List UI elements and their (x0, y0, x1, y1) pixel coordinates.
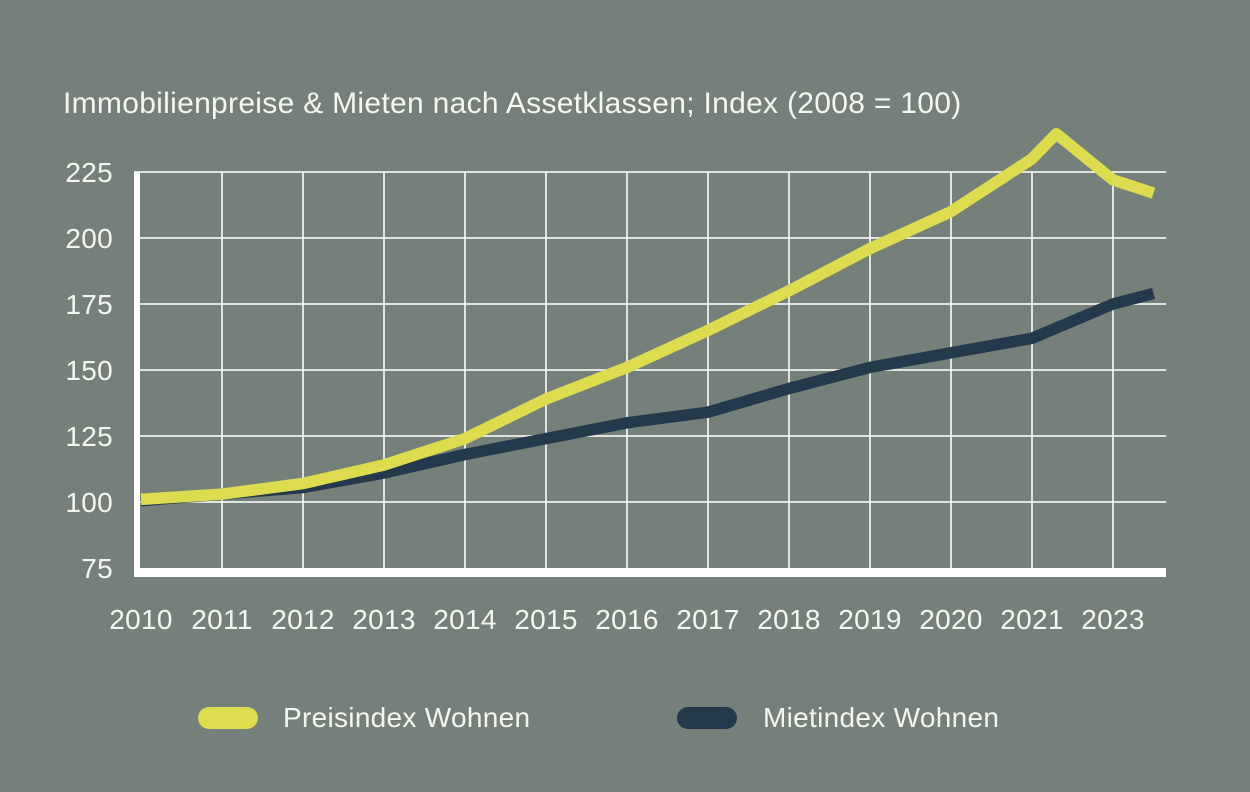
axes (134, 172, 1166, 577)
x-tick-label: 2020 (919, 604, 983, 635)
y-tick-label: 150 (65, 355, 113, 386)
x-tick-label: 2013 (352, 604, 416, 635)
y-tick-label: 100 (65, 487, 113, 518)
tick-labels: 225 200 175 150 125 100 75 2010 2011 2012 2013 2014… (65, 157, 1144, 635)
x-tick-label: 2012 (271, 604, 335, 635)
x-tick-label: 2011 (191, 604, 252, 635)
price-line (140, 127, 1156, 506)
x-tick-label: 2015 (514, 604, 578, 635)
x-tick-label: 2014 (433, 604, 497, 635)
x-tick-label: 2023 (1081, 604, 1145, 635)
x-tick-label: 2017 (676, 604, 740, 635)
series-lines (140, 127, 1156, 507)
y-axis-bar (134, 172, 140, 577)
x-tick-label: 2016 (595, 604, 659, 635)
chart-title: Immobilienpreise & Mieten nach Assetklas… (63, 87, 962, 120)
x-tick-label: 2021 (1000, 604, 1064, 635)
y-tick-label: 225 (65, 157, 113, 188)
x-tick-label: 2018 (757, 604, 821, 635)
x-axis-bar (134, 568, 1166, 577)
x-tick-label: 2019 (838, 604, 902, 635)
y-tick-label: 175 (65, 289, 113, 320)
gridlines (134, 171, 1166, 568)
x-tick-label: 2010 (109, 604, 173, 635)
y-tick-label: 200 (65, 223, 113, 254)
rent-line (140, 287, 1155, 507)
y-tick-label: 125 (65, 421, 113, 452)
y-tick-label: 75 (81, 553, 113, 584)
